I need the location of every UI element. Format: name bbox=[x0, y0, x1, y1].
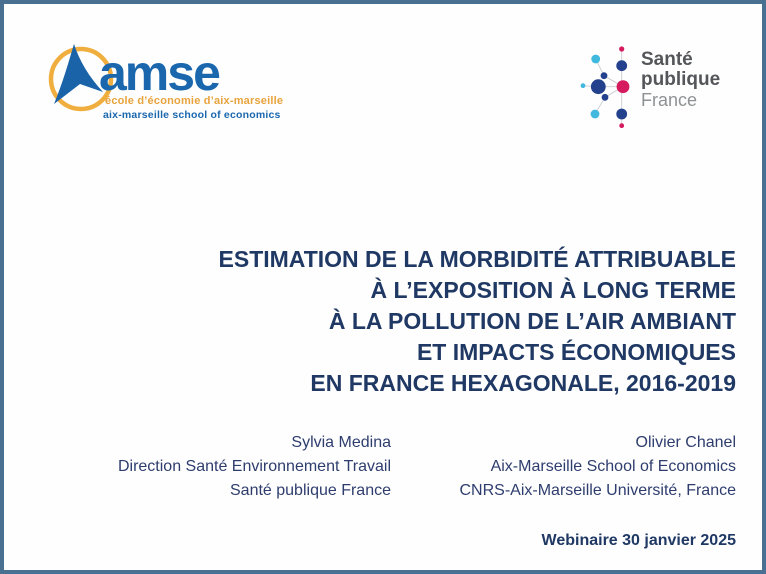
spf-wordmark-line3: France bbox=[641, 90, 698, 110]
amse-wordmark: amse bbox=[99, 45, 221, 101]
title-line: ESTIMATION DE LA MORBIDITÉ ATTRIBUABLE bbox=[218, 246, 736, 272]
dots-network-icon bbox=[580, 46, 630, 129]
author-block-left: Sylvia Medina Direction Santé Environnem… bbox=[118, 431, 391, 503]
author-affiliation: Santé publique France bbox=[230, 482, 391, 499]
author-name: Olivier Chanel bbox=[635, 434, 736, 451]
amse-tagline-fr: école d’économie d’aix-marseille bbox=[105, 95, 284, 107]
author-block-right: Olivier Chanel Aix-Marseille School of E… bbox=[460, 431, 737, 503]
author-affiliation: CNRS-Aix-Marseille Université, France bbox=[459, 482, 737, 499]
spf-wordmark-line1: Santé bbox=[641, 49, 693, 70]
spf-wordmark: Santé publique France bbox=[641, 49, 721, 111]
title-line: EN FRANCE HEXAGONALE, 2016-2019 bbox=[310, 370, 736, 396]
author-affiliation: Direction Santé Environnement Travail bbox=[117, 458, 391, 475]
presentation-title: ESTIMATION DE LA MORBIDITÉ ATTRIBUABLE À… bbox=[219, 244, 736, 399]
amse-sail-compass-icon bbox=[48, 44, 114, 112]
title-line: À L’EXPOSITION À LONG TERME bbox=[370, 277, 736, 303]
title-line: À LA POLLUTION DE L’AIR AMBIANT bbox=[328, 308, 736, 334]
spf-wordmark-line2: publique bbox=[641, 69, 721, 90]
webinar-date: Webinaire 30 janvier 2025 bbox=[541, 532, 736, 549]
author-name: Sylvia Medina bbox=[291, 434, 391, 451]
author-affiliation: Aix-Marseille School of Economics bbox=[490, 458, 736, 475]
amse-tagline-en: aix-marseille school of economics bbox=[103, 109, 281, 121]
title-line: ET IMPACTS ÉCONOMIQUES bbox=[416, 339, 736, 365]
